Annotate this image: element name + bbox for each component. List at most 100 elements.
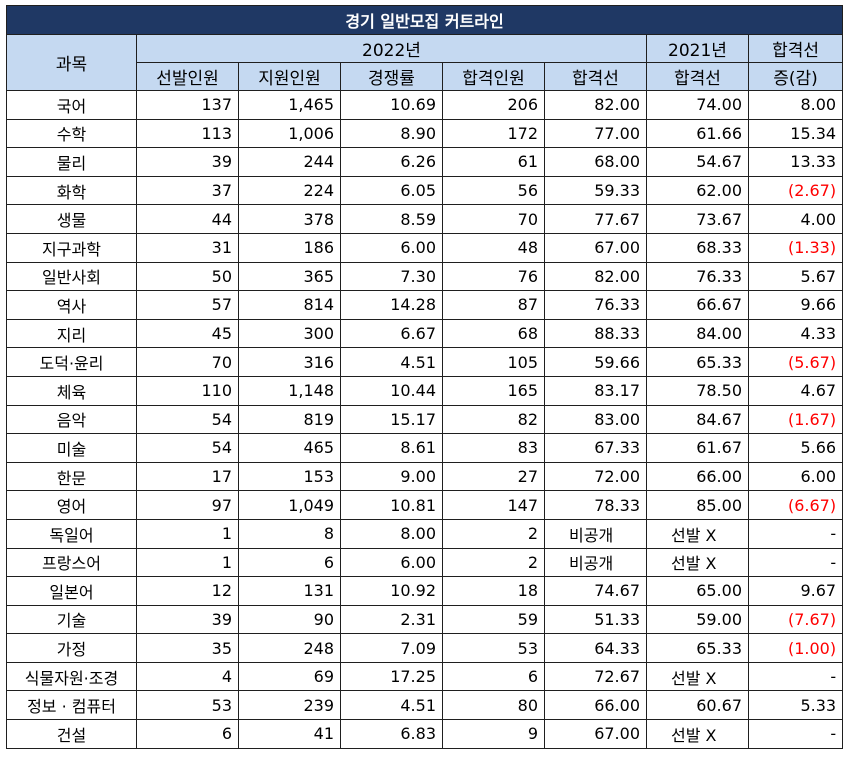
- ratio-cell: 2.31: [340, 604, 443, 635]
- header-diff-line2: 증(감): [747, 62, 844, 91]
- table-row: 수학 113 1,006 8.90 172 77.00 61.66 15.34: [6, 118, 844, 149]
- cut2021-cell: 61.66: [646, 118, 749, 149]
- applicants-cell: 69: [238, 661, 341, 692]
- ratio-cell: 4.51: [340, 347, 443, 377]
- cut2021-cell: 73.67: [646, 204, 749, 234]
- diff-cell: 9.66: [747, 290, 844, 320]
- table-row: 체육 110 1,148 10.44 165 83.17 78.50 4.67: [6, 375, 844, 406]
- selected-cell: 50: [136, 261, 239, 292]
- cut2022-cell: 83.00: [544, 404, 647, 435]
- cut2021-cell: 선발 X: [646, 719, 749, 749]
- subject-cell: 국어: [6, 90, 137, 120]
- cut2021-cell: 선발 X: [646, 518, 749, 549]
- cut2022-cell: 66.00: [544, 690, 647, 721]
- ratio-cell: 7.09: [340, 633, 443, 663]
- cut2022-cell: 51.33: [544, 604, 647, 635]
- applicants-cell: 6: [238, 547, 341, 578]
- subject-cell: 음악: [6, 404, 137, 435]
- passed-cell: 147: [442, 490, 545, 520]
- table-row: 영어 97 1,049 10.81 147 78.33 85.00 (6.67): [6, 490, 844, 520]
- passed-cell: 80: [442, 690, 545, 721]
- cut2022-cell: 72.67: [544, 661, 647, 692]
- header-applicants: 지원인원: [238, 62, 341, 91]
- cut2022-cell: 88.33: [544, 318, 647, 349]
- table-row: 국어 137 1,465 10.69 206 82.00 74.00 8.00: [6, 90, 844, 120]
- diff-cell: (1.00): [747, 633, 844, 663]
- applicants-cell: 131: [238, 576, 341, 606]
- subject-cell: 프랑스어: [6, 547, 137, 578]
- selected-cell: 31: [136, 232, 239, 263]
- title-row: 경기 일반모집 커트라인: [5, 5, 844, 35]
- selected-cell: 35: [136, 633, 239, 663]
- table-row: 일본어 12 131 10.92 18 74.67 65.00 9.67: [6, 576, 844, 606]
- cut2022-cell: 64.33: [544, 633, 647, 663]
- diff-cell: 5.66: [747, 433, 844, 463]
- cut2022-cell: 83.17: [544, 375, 647, 406]
- passed-cell: 87: [442, 290, 545, 320]
- applicants-cell: 186: [238, 232, 341, 263]
- header-row-1: 과목 2022년 2021년 합격선: [6, 34, 844, 91]
- subject-cell: 지구과학: [6, 232, 137, 263]
- cut2021-cell: 59.00: [646, 604, 749, 635]
- ratio-cell: 6.67: [340, 318, 443, 349]
- subject-cell: 생물: [6, 204, 137, 234]
- cut2021-cell: 78.50: [646, 375, 749, 406]
- subject-cell: 한문: [6, 461, 137, 492]
- selected-cell: 44: [136, 204, 239, 234]
- subject-cell: 일반사회: [6, 261, 137, 292]
- cut2022-cell: 72.00: [544, 461, 647, 492]
- ratio-cell: 8.90: [340, 118, 443, 149]
- diff-cell: -: [747, 661, 844, 692]
- passed-cell: 61: [442, 147, 545, 177]
- diff-cell: 4.67: [747, 375, 844, 406]
- selected-cell: 53: [136, 690, 239, 721]
- diff-cell: 13.33: [747, 147, 844, 177]
- table-row: 지구과학 31 186 6.00 48 67.00 68.33 (1.33): [6, 232, 844, 263]
- passed-cell: 82: [442, 404, 545, 435]
- applicants-cell: 378: [238, 204, 341, 234]
- passed-cell: 6: [442, 661, 545, 692]
- cut2021-cell: 선발 X: [646, 661, 749, 692]
- cut2022-cell: 67.00: [544, 719, 647, 749]
- applicants-cell: 1,049: [238, 490, 341, 520]
- cut2022-cell: 78.33: [544, 490, 647, 520]
- selected-cell: 54: [136, 433, 239, 463]
- cut2022-cell: 82.00: [544, 90, 647, 120]
- cut2021-cell: 66.00: [646, 461, 749, 492]
- subject-cell: 수학: [6, 118, 137, 149]
- subject-cell: 미술: [6, 433, 137, 463]
- header-cut2022: 합격선: [544, 62, 647, 91]
- diff-cell: (2.67): [747, 175, 844, 206]
- ratio-cell: 8.61: [340, 433, 443, 463]
- ratio-cell: 10.92: [340, 576, 443, 606]
- cut2021-cell: 61.67: [646, 433, 749, 463]
- applicants-cell: 90: [238, 604, 341, 635]
- cut2022-cell: 59.33: [544, 175, 647, 206]
- table-row: 도덕·윤리 70 316 4.51 105 59.66 65.33 (5.67): [6, 347, 844, 377]
- table-row: 가정 35 248 7.09 53 64.33 65.33 (1.00): [6, 633, 844, 663]
- diff-cell: 5.33: [747, 690, 844, 721]
- passed-cell: 2: [442, 518, 545, 549]
- selected-cell: 6: [136, 719, 239, 749]
- selected-cell: 137: [136, 90, 239, 120]
- applicants-cell: 239: [238, 690, 341, 721]
- ratio-cell: 6.83: [340, 719, 443, 749]
- cut2021-cell: 62.00: [646, 175, 749, 206]
- ratio-cell: 8.59: [340, 204, 443, 234]
- selected-cell: 39: [136, 147, 239, 177]
- cut2021-cell: 68.33: [646, 232, 749, 263]
- selected-cell: 70: [136, 347, 239, 377]
- selected-cell: 1: [136, 518, 239, 549]
- diff-cell: (1.67): [747, 404, 844, 435]
- applicants-cell: 153: [238, 461, 341, 492]
- ratio-cell: 9.00: [340, 461, 443, 492]
- diff-cell: (1.33): [747, 232, 844, 263]
- applicants-cell: 1,465: [238, 90, 341, 120]
- ratio-cell: 14.28: [340, 290, 443, 320]
- cut2021-cell: 54.67: [646, 147, 749, 177]
- cut2022-cell: 74.67: [544, 576, 647, 606]
- table-row: 정보 · 컴퓨터 53 239 4.51 80 66.00 60.67 5.33: [6, 690, 844, 721]
- passed-cell: 76: [442, 261, 545, 292]
- cut2022-cell: 76.33: [544, 290, 647, 320]
- subject-cell: 영어: [6, 490, 137, 520]
